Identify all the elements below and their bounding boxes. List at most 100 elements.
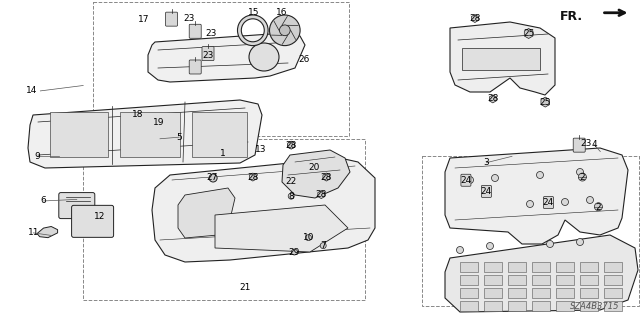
Circle shape: [456, 247, 463, 254]
Circle shape: [280, 25, 290, 36]
FancyBboxPatch shape: [189, 24, 201, 38]
Circle shape: [467, 176, 474, 183]
Bar: [604, 288, 622, 298]
Text: 7: 7: [321, 241, 326, 250]
Circle shape: [561, 198, 568, 205]
Polygon shape: [282, 150, 350, 198]
FancyBboxPatch shape: [166, 12, 177, 26]
Text: 29: 29: [289, 248, 300, 256]
Circle shape: [291, 249, 298, 255]
Polygon shape: [472, 14, 478, 23]
Circle shape: [320, 243, 326, 249]
Text: 28: 28: [285, 141, 297, 150]
Bar: [604, 275, 622, 285]
Ellipse shape: [249, 43, 279, 71]
Circle shape: [536, 172, 543, 179]
Circle shape: [209, 174, 217, 182]
Text: 11: 11: [28, 228, 39, 237]
Circle shape: [586, 197, 593, 204]
Polygon shape: [524, 28, 533, 39]
Bar: [484, 262, 502, 272]
Circle shape: [579, 173, 586, 181]
Text: 24: 24: [481, 187, 492, 196]
FancyBboxPatch shape: [202, 47, 214, 61]
Circle shape: [492, 174, 499, 182]
Polygon shape: [450, 22, 555, 95]
Text: 20: 20: [308, 163, 319, 172]
Bar: [83, 139, 365, 300]
Circle shape: [595, 203, 602, 211]
Polygon shape: [490, 95, 496, 103]
Bar: [484, 301, 502, 311]
Polygon shape: [37, 226, 58, 238]
Bar: [508, 288, 526, 298]
Circle shape: [288, 142, 294, 149]
FancyBboxPatch shape: [59, 193, 95, 219]
FancyBboxPatch shape: [461, 174, 471, 186]
Polygon shape: [445, 235, 638, 312]
Bar: [462, 48, 540, 70]
Bar: [556, 288, 574, 298]
FancyBboxPatch shape: [573, 138, 585, 152]
Text: SZA4B3715: SZA4B3715: [570, 302, 620, 311]
Text: 25: 25: [540, 98, 551, 107]
Polygon shape: [178, 188, 235, 238]
Bar: [422, 156, 639, 306]
Polygon shape: [250, 173, 256, 181]
Text: 22: 22: [285, 177, 297, 186]
Circle shape: [577, 239, 584, 246]
Bar: [604, 301, 622, 311]
Bar: [604, 262, 622, 272]
Text: 21: 21: [239, 283, 251, 292]
Polygon shape: [215, 205, 348, 252]
Circle shape: [305, 235, 312, 241]
Text: 23: 23: [580, 139, 592, 148]
Bar: [580, 275, 598, 285]
Bar: [93, 2, 349, 136]
Bar: [460, 262, 478, 272]
Polygon shape: [318, 190, 324, 199]
Bar: [532, 262, 550, 272]
Bar: [460, 288, 478, 298]
Text: 3: 3: [484, 158, 489, 167]
Polygon shape: [148, 33, 305, 82]
Text: 23: 23: [202, 51, 214, 60]
Bar: [580, 301, 598, 311]
Bar: [508, 301, 526, 311]
Text: 6: 6: [41, 197, 46, 205]
Polygon shape: [152, 158, 375, 262]
FancyBboxPatch shape: [50, 112, 108, 157]
Bar: [556, 301, 574, 311]
Circle shape: [269, 15, 300, 46]
Bar: [484, 288, 502, 298]
Polygon shape: [28, 100, 262, 168]
Text: 9: 9: [35, 152, 40, 161]
Bar: [460, 275, 478, 285]
Bar: [532, 275, 550, 285]
Text: 2: 2: [580, 173, 585, 182]
FancyBboxPatch shape: [543, 197, 554, 209]
Text: 2: 2: [596, 203, 601, 212]
Bar: [460, 301, 478, 311]
FancyBboxPatch shape: [189, 60, 201, 74]
Text: 18: 18: [132, 110, 143, 119]
Bar: [580, 288, 598, 298]
Text: 17: 17: [138, 15, 150, 24]
Text: 28: 28: [321, 173, 332, 182]
Text: 10: 10: [303, 233, 314, 242]
Bar: [556, 275, 574, 285]
Text: 4: 4: [591, 140, 596, 149]
Bar: [508, 275, 526, 285]
Bar: [580, 262, 598, 272]
Text: 28: 28: [316, 190, 327, 199]
Text: 28: 28: [487, 94, 499, 103]
Text: 23: 23: [205, 29, 217, 38]
Bar: [532, 301, 550, 311]
Text: 25: 25: [523, 29, 534, 38]
Polygon shape: [445, 148, 628, 244]
Text: 28: 28: [247, 173, 259, 182]
Polygon shape: [288, 141, 294, 149]
Text: 1: 1: [220, 149, 225, 158]
FancyBboxPatch shape: [192, 112, 247, 157]
Text: 24: 24: [460, 176, 472, 185]
